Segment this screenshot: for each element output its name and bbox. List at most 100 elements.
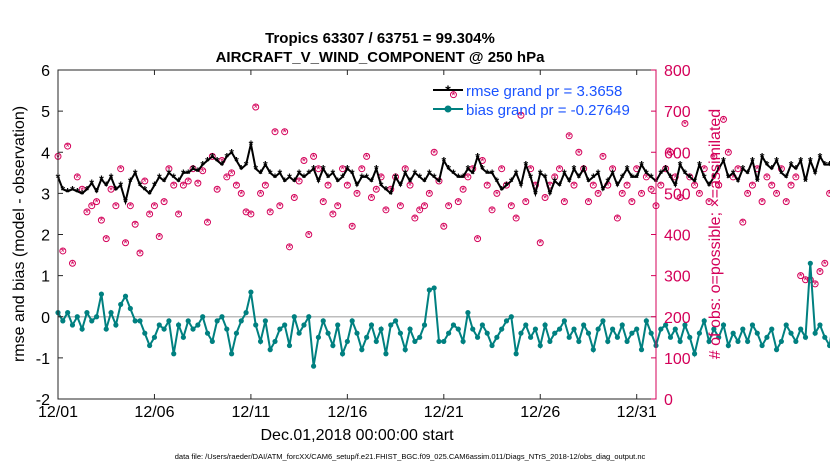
bias-point xyxy=(243,310,249,316)
obs-possible-point xyxy=(314,165,322,173)
rmse-point: * xyxy=(75,185,80,199)
rmse-point: * xyxy=(234,154,239,168)
bias-point xyxy=(118,301,124,308)
bias-point xyxy=(224,326,230,332)
rmse-point: * xyxy=(157,171,162,185)
bias-point xyxy=(793,338,799,345)
bias-point xyxy=(585,330,592,336)
obs-assimilated-point: * xyxy=(75,172,80,184)
obs-assimilated-point: * xyxy=(813,279,818,291)
obs-assimilated-point: * xyxy=(239,189,244,201)
obs-possible-point xyxy=(353,189,361,197)
rmse-point: * xyxy=(162,175,167,189)
bias-point xyxy=(171,351,177,357)
obs-assimilated-point: * xyxy=(398,201,403,213)
bias-point xyxy=(769,326,775,332)
rmse-point: * xyxy=(181,167,186,181)
obs-possible-point xyxy=(310,152,318,160)
bias-point xyxy=(658,326,664,332)
obs-assimilated-point: * xyxy=(191,164,196,176)
y-axis-left-label: rmse and bias (model - observation) xyxy=(11,106,28,362)
rmse-point: * xyxy=(138,179,143,193)
obs-assimilated-point: * xyxy=(562,197,567,209)
obs-assimilated-point: * xyxy=(519,111,524,123)
obs-assimilated-point: * xyxy=(287,242,292,254)
obs-possible-point xyxy=(266,208,274,216)
obs-possible-point xyxy=(324,181,332,189)
rmse-line xyxy=(57,143,830,206)
obs-possible-point xyxy=(493,189,501,197)
rmse-point: * xyxy=(509,175,514,189)
obs-assimilated-point: * xyxy=(181,181,186,193)
rmse-point: * xyxy=(196,165,201,179)
bias-point xyxy=(296,330,302,336)
rmse-point: * xyxy=(528,171,533,185)
bias-point xyxy=(388,322,394,328)
bias-point xyxy=(335,322,341,328)
obs-assimilated-point: * xyxy=(731,172,736,184)
rmse-point: * xyxy=(99,173,104,187)
rmse-point: * xyxy=(784,171,789,185)
rmse-point: * xyxy=(253,163,258,177)
obs-assimilated-point: * xyxy=(307,230,312,242)
chart-title-line-2: AIRCRAFT_V_WIND_COMPONENT @ 250 hPa xyxy=(216,49,546,66)
bias-point xyxy=(291,314,297,320)
rmse-point: * xyxy=(85,183,90,197)
obs-assimilated-point: * xyxy=(70,259,75,271)
rmse-point: * xyxy=(466,163,471,177)
y-right-tick-label: 500 xyxy=(664,186,691,203)
obs-assimilated-point: * xyxy=(379,172,384,184)
obs-assimilated-point: * xyxy=(649,185,654,197)
rmse-point: * xyxy=(485,167,490,181)
obs-assimilated-point: * xyxy=(360,164,365,176)
obs-assimilated-point: * xyxy=(201,166,206,178)
obs-assimilated-point: * xyxy=(427,189,432,201)
bias-point xyxy=(494,334,500,340)
bias-point xyxy=(624,338,630,345)
rmse-point: * xyxy=(186,167,191,181)
legend-bias-label: bias grand pr = -0.27649 xyxy=(466,102,630,119)
obs-possible-point xyxy=(748,181,756,189)
obs-assimilated-point: * xyxy=(480,156,485,168)
obs-possible-point xyxy=(522,198,530,206)
obs-possible-point xyxy=(517,111,525,119)
rmse-point: * xyxy=(644,167,649,181)
obs-possible-point xyxy=(556,165,564,173)
bias-point xyxy=(677,338,683,345)
rmse-point: * xyxy=(345,163,350,177)
obs-possible-point xyxy=(343,181,351,189)
rmse-point: * xyxy=(774,154,779,168)
obs-possible-point xyxy=(295,177,303,185)
bias-point xyxy=(759,342,765,349)
rmse-point: * xyxy=(123,196,128,210)
obs-possible-point xyxy=(507,202,515,210)
rmse-point: * xyxy=(794,163,799,177)
x-axis-label: Dec.01,2018 00:00:00 start xyxy=(260,427,454,444)
bias-point xyxy=(200,314,206,320)
obs-possible-point xyxy=(503,181,510,189)
y-right-tick-label: 0 xyxy=(664,392,673,409)
obs-possible-point xyxy=(411,214,419,222)
bias-point xyxy=(532,326,539,332)
bias-point xyxy=(571,326,577,332)
bias-point xyxy=(600,318,606,324)
bias-point xyxy=(465,310,471,316)
obs-assimilated-point: * xyxy=(297,177,302,189)
bias-point xyxy=(286,342,293,349)
y-left-tick-label: 3 xyxy=(41,186,50,203)
obs-possible-point xyxy=(319,198,327,206)
obs-possible-point xyxy=(107,185,115,193)
y-left-tick-label: 6 xyxy=(41,63,50,80)
bias-point xyxy=(638,347,645,353)
rmse-point: * xyxy=(765,159,770,173)
obs-assimilated-point: * xyxy=(157,232,162,244)
obs-assimilated-point: * xyxy=(128,201,133,213)
obs-possible-point xyxy=(488,206,496,214)
bias-point xyxy=(749,322,756,328)
bias-point xyxy=(754,330,760,336)
y-left-tick-label: -2 xyxy=(36,392,50,409)
rmse-point: * xyxy=(432,171,437,185)
obs-assimilated-point: * xyxy=(524,197,529,209)
obs-assimilated-point: * xyxy=(606,181,611,193)
rmse-point: * xyxy=(441,154,446,168)
